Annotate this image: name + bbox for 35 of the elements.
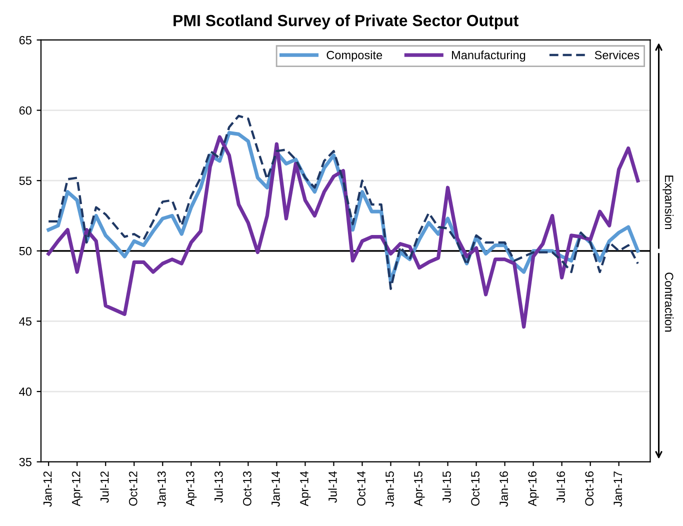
x-tick-label: Jan-15 bbox=[386, 471, 394, 507]
x-tick-label: Oct-16 bbox=[585, 471, 594, 506]
x-tick-label: Jul-13 bbox=[214, 471, 223, 503]
x-tick-label: Jul-15 bbox=[442, 471, 451, 503]
x-tick-label: Apr-13 bbox=[186, 471, 197, 506]
x-tick-label: Oct-12 bbox=[128, 471, 138, 506]
legend-label: Composite bbox=[326, 50, 382, 62]
y-tick-label: 35 bbox=[19, 458, 32, 466]
y-tick-label: 40 bbox=[19, 388, 32, 396]
chart-title: PMI Scotland Survey of Private Sector Output bbox=[174, 14, 518, 30]
x-tick-label: Jan-16 bbox=[500, 471, 508, 507]
x-tick-label: Apr-12 bbox=[72, 471, 83, 506]
y-tick-label: 50 bbox=[19, 246, 32, 256]
x-tick-label: Jan-17 bbox=[614, 471, 622, 507]
text: Expansion bbox=[662, 176, 674, 230]
x-tick-label: Jan-14 bbox=[272, 471, 280, 507]
legend-label: Manufacturing bbox=[452, 50, 526, 62]
line-series bbox=[46, 135, 640, 329]
legend-label: Services bbox=[594, 50, 640, 60]
y-tick-label: 65 bbox=[19, 36, 32, 44]
x-tick-label: Apr-14 bbox=[300, 471, 311, 506]
x-tick-label: Oct-13 bbox=[242, 471, 252, 506]
x-tick-label: Apr-15 bbox=[414, 471, 425, 506]
y-tick-label: 60 bbox=[19, 106, 32, 115]
text: Contraction bbox=[664, 272, 674, 332]
y-tick-label: 55 bbox=[19, 176, 32, 185]
x-tick-label: Jul-14 bbox=[328, 471, 337, 503]
x-tick-label: Jan-12 bbox=[43, 471, 52, 507]
x-tick-label: Oct-15 bbox=[471, 471, 480, 506]
x-tick-label: Jul-12 bbox=[100, 471, 109, 503]
x-tick-label: Jan-13 bbox=[157, 471, 166, 507]
x-tick-label: Jul-16 bbox=[556, 471, 565, 503]
x-tick-label: Apr-16 bbox=[528, 471, 539, 506]
y-tick-label: 45 bbox=[19, 317, 32, 326]
x-tick-label: Oct-14 bbox=[357, 471, 366, 506]
